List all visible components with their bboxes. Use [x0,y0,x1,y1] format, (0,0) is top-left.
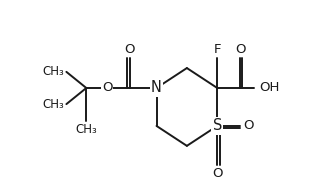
Text: F: F [213,43,221,56]
Text: O: O [125,43,135,56]
Text: OH: OH [259,82,279,94]
Text: O: O [243,119,253,132]
Text: S: S [212,118,222,133]
Text: CH₃: CH₃ [43,98,64,111]
Text: CH₃: CH₃ [43,65,64,78]
Text: CH₃: CH₃ [75,123,97,136]
Text: O: O [212,167,222,180]
Text: O: O [102,82,113,94]
Text: N: N [151,80,162,95]
Text: O: O [235,43,245,56]
